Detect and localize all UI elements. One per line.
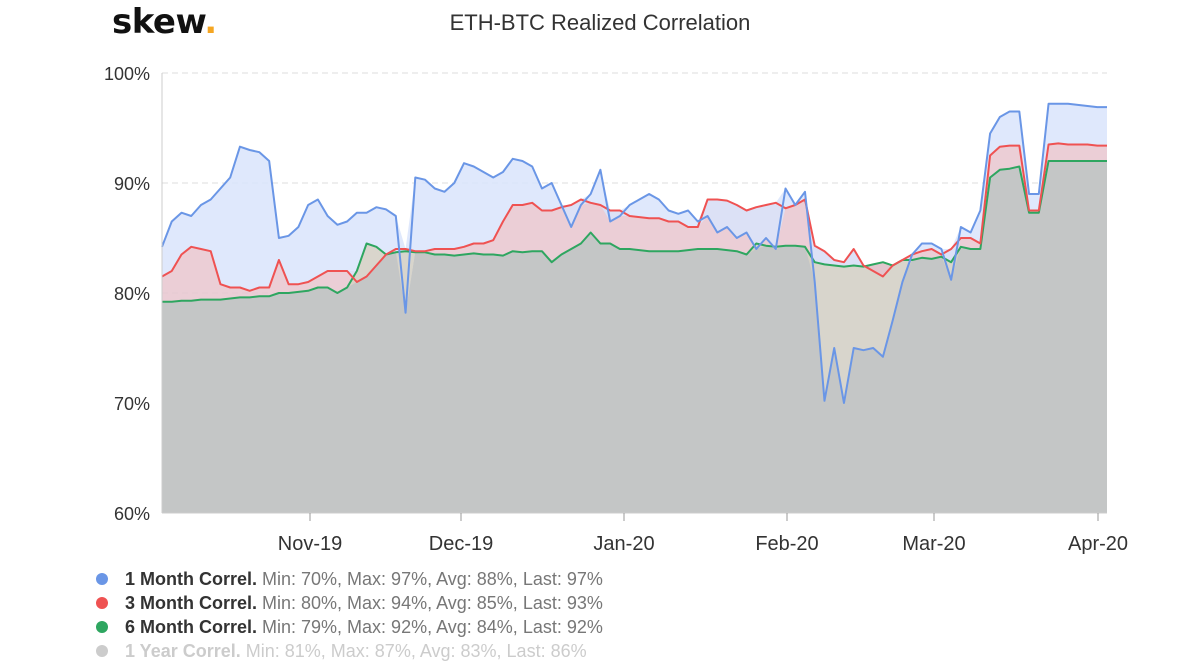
area-6m-base	[162, 161, 1107, 513]
area-1m-dip	[162, 161, 1107, 403]
x-tick-label: Jan-20	[593, 533, 654, 555]
legend-series-stats: Min: 70%, Max: 97%, Avg: 88%, Last: 97%	[262, 568, 603, 589]
legend-item[interactable]: 1 Month Correl. Min: 70%, Max: 97%, Avg: …	[96, 567, 603, 591]
y-tick-label: 70%	[114, 394, 150, 414]
legend-series-name: 6 Month Correl.	[125, 616, 258, 637]
legend-marker-icon	[96, 621, 108, 633]
x-tick-label: Dec-19	[429, 533, 493, 555]
series-areas	[162, 103, 1107, 513]
line-3m	[161, 142, 1107, 292]
chart-title: ETH-BTC Realized Correlation	[449, 10, 751, 35]
skew-logo: skew.	[112, 2, 217, 42]
legend-item[interactable]: 6 Month Correl. Min: 79%, Max: 92%, Avg: …	[96, 615, 603, 639]
x-tick-label: Mar-20	[902, 533, 965, 555]
axes: 60% 70% 80% 90% 100% Nov-19 Dec-19 Jan-20 Feb-20…	[104, 64, 1128, 555]
legend-item[interactable]: 1 Year Correl. Min: 81%, Max: 87%, Avg: 8…	[96, 639, 603, 663]
area-3m-band	[162, 143, 1107, 302]
y-tick-label: 80%	[114, 284, 150, 304]
legend-series-stats: Min: 81%, Max: 87%, Avg: 83%, Last: 86%	[245, 640, 587, 661]
x-tick-label: Apr-20	[1068, 533, 1128, 555]
legend-series-name: 1 Month Correl.	[125, 568, 258, 589]
x-tick-label: Nov-19	[278, 533, 342, 555]
legend-series-name: 3 Month Correl.	[125, 592, 258, 613]
legend-marker-icon	[96, 597, 108, 609]
legend-marker-icon	[96, 573, 108, 585]
legend-series-name: 1 Year Correl.	[125, 640, 241, 661]
x-tick-label: Feb-20	[755, 533, 818, 555]
line-6m	[162, 160, 1107, 303]
line-1m	[161, 102, 1107, 404]
chart-legend: 1 Month Correl. Min: 70%, Max: 97%, Avg: …	[96, 567, 603, 663]
legend-marker-icon	[96, 645, 108, 657]
y-tick-label: 90%	[114, 174, 150, 194]
series-lines	[161, 102, 1107, 404]
legend-series-stats: Min: 79%, Max: 92%, Avg: 84%, Last: 92%	[262, 616, 603, 637]
y-tick-label: 60%	[114, 504, 150, 524]
y-tick-label: 100%	[104, 64, 150, 84]
legend-series-stats: Min: 80%, Max: 94%, Avg: 85%, Last: 93%	[262, 592, 603, 613]
legend-item[interactable]: 3 Month Correl. Min: 80%, Max: 94%, Avg: …	[96, 591, 603, 615]
